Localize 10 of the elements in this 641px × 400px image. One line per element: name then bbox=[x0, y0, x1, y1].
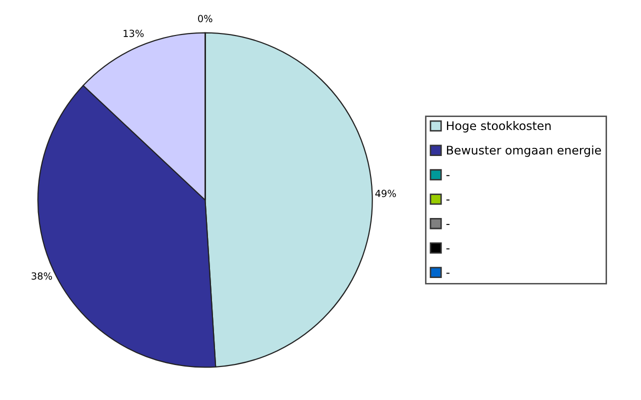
legend-label: - bbox=[446, 248, 450, 250]
legend-label: Bewuster omgaan energie bbox=[446, 145, 601, 157]
text: 0% bbox=[198, 14, 212, 22]
legend-label: - bbox=[446, 224, 450, 225]
legend-label: Hoge stookkosten bbox=[446, 121, 551, 132]
data-label: 49% bbox=[375, 190, 396, 198]
data-label: 38% bbox=[32, 272, 52, 280]
legend-label: - bbox=[446, 175, 450, 176]
data-label: 13% bbox=[124, 30, 144, 38]
legend-label: - bbox=[446, 272, 450, 274]
